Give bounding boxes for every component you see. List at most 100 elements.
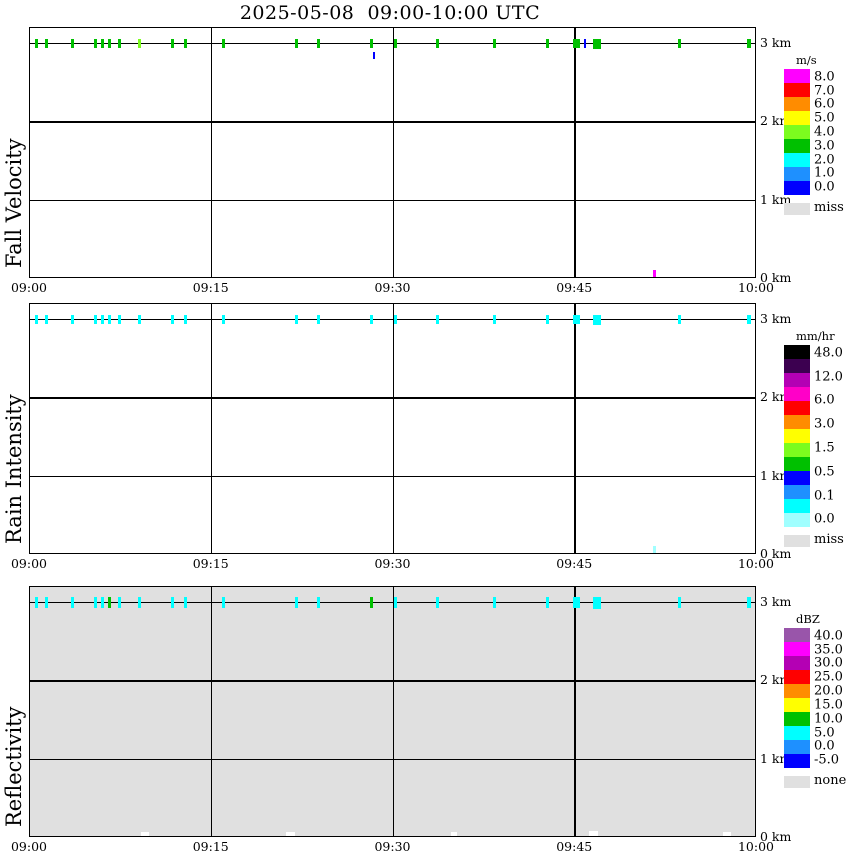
colorbar-swatch [784,698,810,712]
data-cell [492,597,496,609]
data-cell [435,39,439,49]
data-cell [492,39,496,49]
data-cell [70,39,74,49]
colorbar-swatch [784,457,810,471]
colorbar-swatch [784,181,810,195]
gridline-vertical [210,304,213,553]
data-cell [137,315,141,325]
colorbar-tick: 10.0 [814,711,843,727]
data-cell [588,831,598,836]
y-axis-tick: 0 km [760,270,792,285]
data-cell [118,39,122,49]
colorbar-tick: 5.0 [814,725,835,741]
x-axis-tick: 10:00 [737,280,775,295]
data-cell [370,597,374,609]
x-axis-tick: 09:45 [556,556,593,571]
colorbar-tick: 6.0 [814,96,835,112]
colorbar-swatch [784,656,810,670]
data-cell [34,315,38,325]
data-cell [394,39,398,49]
data-cell [141,832,150,836]
colorbar-swatch [784,740,810,754]
data-cell [222,315,226,325]
data-cell [394,315,398,325]
data-cell [34,39,38,49]
colorbar-swatch [784,401,810,415]
data-cell [677,39,681,49]
data-cell [101,39,105,49]
gridline-vertical [392,28,394,277]
colorbar-tick: 48.0 [814,345,843,361]
colorbar-swatch [784,712,810,726]
gridline-vertical [574,587,576,836]
y-axis-tick: 3 km [760,593,792,609]
data-cell [295,315,299,325]
x-axis-tick: 09:15 [192,280,229,295]
plot-area-reflectivity[interactable] [29,586,756,837]
data-cell [93,39,97,49]
data-cell [545,315,549,325]
colorbar-tick: 1.5 [814,440,835,456]
data-cell [108,39,112,49]
colorbar-missing-label: miss [814,200,844,215]
data-cell [34,597,38,609]
data-cell [722,832,731,836]
colorbar-swatch [784,670,810,684]
data-cell [45,597,49,609]
colorbar-swatch [784,139,810,153]
colorbar-tick: 1.0 [814,165,835,181]
colorbar-rain-intensity [784,345,810,527]
y-axis-tick: 2 km [760,672,792,688]
data-cell [222,597,226,609]
data-cell [295,597,299,609]
colorbar-swatch [784,415,810,429]
data-cell [593,314,602,325]
colorbar-swatch [784,642,810,656]
colorbar-tick: 40.0 [814,628,843,644]
data-cell [286,832,295,836]
y-axis-tick: 0 km [760,546,792,561]
colorbar-tick: -5.0 [814,752,840,768]
gridline-vertical [392,587,394,836]
x-axis-tick: 09:30 [374,280,411,295]
colorbar-tick: 35.0 [814,642,843,658]
plot-area-fall-velocity[interactable] [29,27,756,278]
data-cell [652,269,656,277]
colorbar-reflectivity [784,628,810,768]
gridline-vertical [210,28,213,277]
data-cell [118,315,122,325]
data-cell [492,315,496,325]
colorbar-swatch [784,373,810,387]
data-cell [183,315,187,325]
colorbar-tick: 0.1 [814,488,835,503]
colorbar-fall-velocity [784,69,810,195]
colorbar-missing-label: miss [814,532,844,547]
data-cell [451,832,458,836]
colorbar-swatch [784,443,810,457]
plot-area-rain-intensity[interactable] [29,303,756,554]
data-cell [183,597,187,609]
data-cell [583,39,586,49]
gridline-vertical [574,304,576,553]
data-cell [45,39,49,49]
data-cell [137,39,141,49]
data-cell [171,315,175,325]
data-cell [572,597,580,609]
data-cell [593,38,602,49]
colorbar-tick: 25.0 [814,669,843,685]
panel-label-fall-velocity: Fall Velocity [2,138,26,268]
data-cell [171,597,175,609]
colorbar-tick: 3.0 [814,416,835,432]
data-cell [108,315,112,325]
colorbar-swatch [784,628,810,642]
data-cell [545,597,549,609]
panel-label-rain-intensity: Rain Intensity [2,394,26,544]
y-axis-tick: 2 km [760,113,792,129]
panel-label-reflectivity: Reflectivity [2,706,26,827]
data-cell [746,315,751,325]
colorbar-swatch [784,485,810,499]
colorbar-swatch [784,167,810,181]
data-cell [677,315,681,325]
x-axis-tick: 09:30 [374,556,411,571]
colorbar-unit-reflectivity: dBZ [796,612,820,626]
